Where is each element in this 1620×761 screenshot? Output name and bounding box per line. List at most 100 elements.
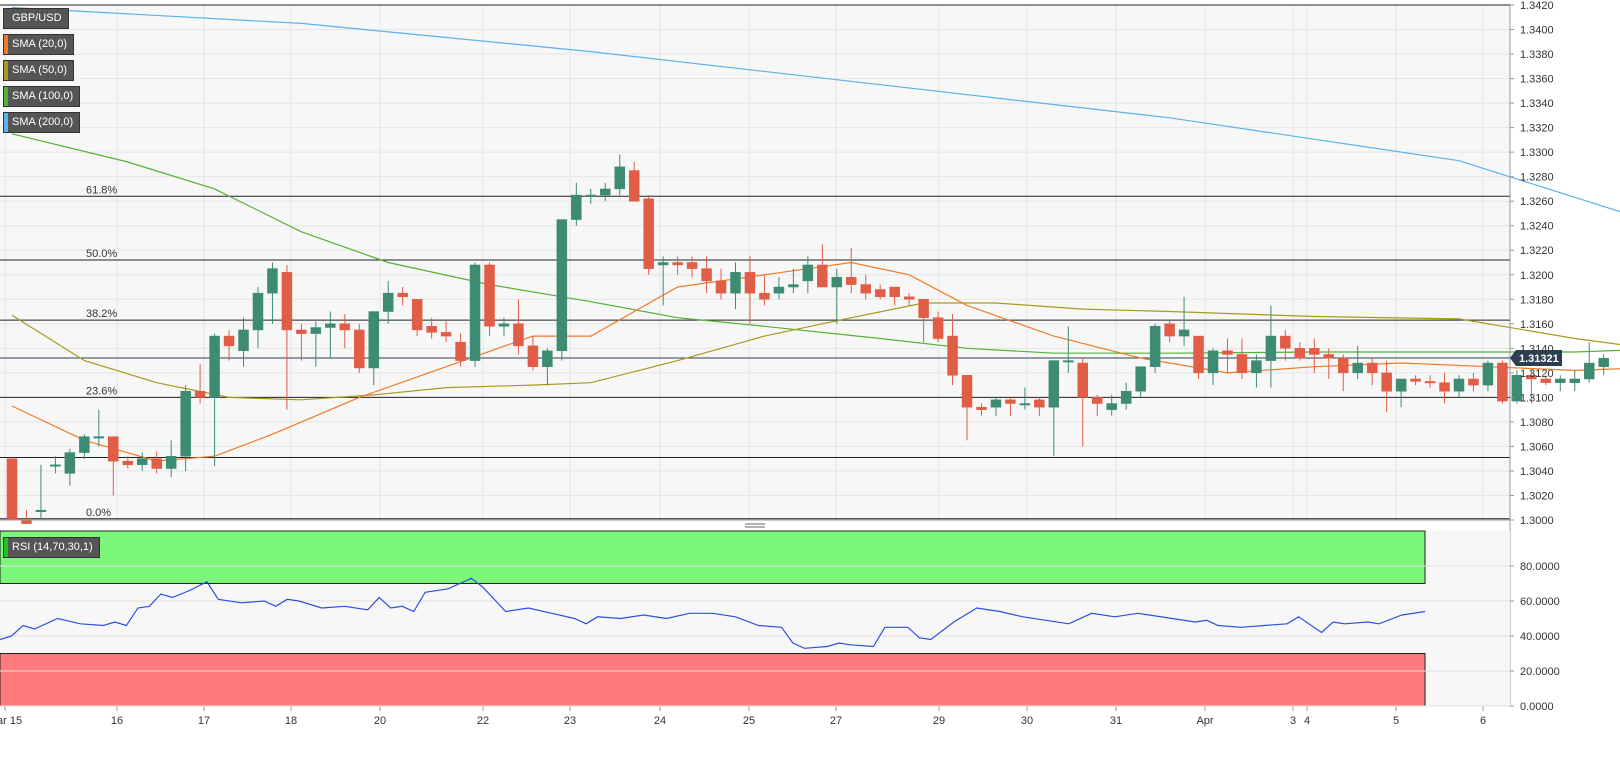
- candle: [165, 440, 177, 478]
- candle-body: [1439, 382, 1450, 392]
- candle-body: [310, 327, 322, 334]
- candle-body: [990, 399, 1002, 408]
- price-tick-label: 1.3060: [1520, 441, 1554, 453]
- candle: [1395, 378, 1407, 408]
- candle-body: [108, 436, 119, 462]
- candle: [267, 262, 278, 324]
- candle-body: [498, 323, 510, 327]
- rsi-overbought-zone: [0, 530, 1426, 584]
- price-axis: 1.3000 1.3020 1.3040 1.3060 1.3080 1.3100 1.31…: [1509, 0, 1562, 706]
- sma100-line: [11, 133, 1620, 354]
- candle-body: [411, 299, 423, 331]
- candle: [918, 299, 929, 343]
- price-tick-label: 1.3160: [1520, 319, 1554, 331]
- candle: [1323, 348, 1335, 379]
- rsi-legend[interactable]: RSI (14,70,30,1): [3, 537, 100, 558]
- candle-body: [1063, 360, 1074, 363]
- rsi-legend-label: RSI (14,70,30,1): [12, 541, 93, 553]
- candle-body: [1540, 378, 1552, 383]
- legend-item[interactable]: SMA (200,0): [3, 112, 81, 133]
- price-tick-label: 1.3360: [1520, 74, 1554, 86]
- candle: [513, 299, 524, 355]
- pane-divider-handle[interactable]: [745, 523, 765, 528]
- candle-body: [1309, 348, 1320, 355]
- candle: [368, 311, 379, 386]
- candle-body: [1280, 335, 1291, 349]
- time-tick-label: 24: [654, 715, 666, 727]
- rsi-tick-label: 60.0000: [1520, 596, 1560, 608]
- candle-body: [267, 268, 278, 294]
- candle: [1337, 354, 1349, 392]
- time-tick-label: Apr: [1196, 715, 1213, 727]
- candle: [527, 336, 539, 371]
- rsi-tick-label: 20.0000: [1520, 666, 1560, 678]
- candle-body: [1395, 378, 1407, 392]
- candle-body: [165, 455, 177, 469]
- candle-body: [715, 280, 727, 294]
- candle-body: [194, 391, 206, 398]
- candle: [1265, 305, 1277, 388]
- legend-item[interactable]: GBP/USD: [3, 8, 69, 29]
- price-tick-label: 1.3200: [1520, 270, 1554, 282]
- candle-body: [556, 219, 568, 352]
- candle: [1149, 323, 1161, 373]
- legend-swatch: [4, 61, 8, 80]
- rsi-pane[interactable]: 0.0000 20.0000 40.0000 60.0000 80.0000: [0, 530, 1560, 713]
- candle: [947, 314, 958, 386]
- candle: [1468, 372, 1479, 392]
- time-tick-label: 18: [285, 715, 297, 727]
- candle: [990, 397, 1002, 416]
- candle: [108, 436, 119, 496]
- candle: [1135, 366, 1146, 398]
- candle-body: [1482, 362, 1494, 386]
- legend-item[interactable]: SMA (20,0): [3, 34, 75, 55]
- candle-body: [614, 166, 625, 190]
- candle-body: [151, 458, 162, 469]
- fib-level-label: 61.8%: [86, 184, 117, 196]
- legend-label: SMA (20,0): [12, 38, 68, 50]
- legend-item[interactable]: SMA (50,0): [3, 60, 75, 81]
- candle: [1352, 345, 1363, 379]
- candle-body: [759, 292, 770, 300]
- candle: [1120, 382, 1132, 410]
- candle: [1381, 360, 1392, 413]
- candle-body: [6, 458, 18, 521]
- legend-swatch: [4, 35, 8, 54]
- candle-body: [542, 350, 553, 367]
- candle-body: [643, 198, 654, 269]
- candle: [715, 268, 727, 300]
- price-tick-label: 1.3420: [1520, 0, 1554, 12]
- candle: [614, 154, 625, 196]
- candle: [382, 280, 394, 324]
- candle: [961, 375, 973, 441]
- legend-item[interactable]: SMA (100,0): [3, 86, 81, 107]
- candle: [643, 195, 654, 275]
- candle-body: [1164, 323, 1175, 337]
- candle: [860, 274, 871, 300]
- legend-swatch: [4, 9, 8, 28]
- time-tick-label: Mar 15: [0, 715, 22, 727]
- time-tick-label: 22: [477, 715, 489, 727]
- candle-body: [1410, 378, 1421, 382]
- candle: [1555, 375, 1566, 392]
- candle-body: [1337, 357, 1349, 374]
- price-tick-label: 1.3280: [1520, 172, 1554, 184]
- candle-body: [961, 375, 973, 408]
- candle: [136, 452, 148, 471]
- price-pane[interactable]: [0, 5, 1510, 520]
- candle-body: [1555, 378, 1566, 383]
- candle-body: [35, 509, 47, 512]
- time-tick-label: 17: [198, 715, 210, 727]
- candle-body: [426, 326, 437, 333]
- candle-body: [947, 335, 958, 376]
- candle: [1106, 394, 1117, 416]
- candle-body: [1526, 375, 1537, 380]
- candle: [1453, 375, 1465, 398]
- candle: [1410, 375, 1421, 386]
- candle: [1280, 329, 1291, 361]
- candle-body: [1077, 362, 1089, 398]
- candle: [846, 247, 857, 294]
- candle-body: [1193, 335, 1204, 374]
- time-tick-label: 16: [111, 715, 123, 727]
